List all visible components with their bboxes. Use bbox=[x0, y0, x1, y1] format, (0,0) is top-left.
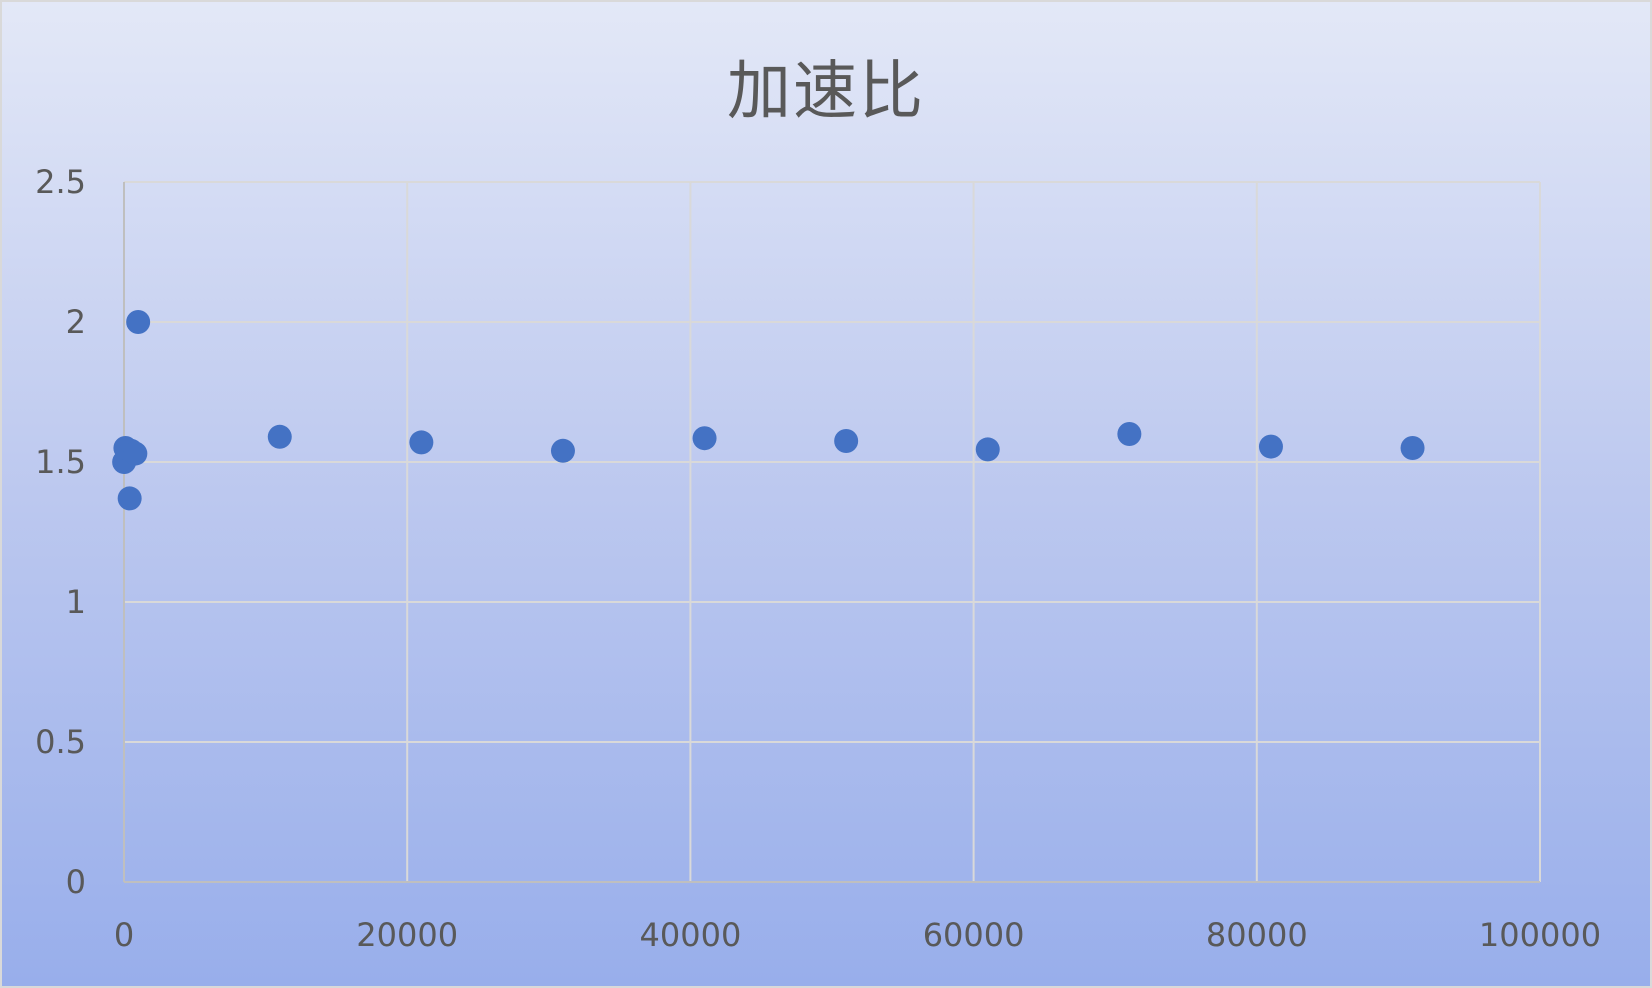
grid-lines bbox=[123, 181, 1541, 883]
x-tick-label: 40000 bbox=[640, 916, 742, 954]
data-point bbox=[409, 430, 434, 455]
data-point bbox=[123, 441, 148, 466]
data-point bbox=[1117, 422, 1142, 446]
data-point bbox=[117, 486, 142, 511]
x-tick-label: 60000 bbox=[923, 916, 1025, 954]
data-point bbox=[975, 437, 1000, 462]
x-tick-label: 0 bbox=[114, 916, 134, 954]
data-point bbox=[1258, 434, 1283, 459]
y-tick-label: 1 bbox=[66, 583, 86, 621]
axes bbox=[123, 182, 1540, 883]
x-tick-label: 20000 bbox=[356, 916, 458, 954]
data-point bbox=[267, 424, 292, 449]
data-point bbox=[692, 426, 717, 451]
x-tick-label: 80000 bbox=[1206, 916, 1308, 954]
data-point bbox=[1400, 436, 1425, 460]
y-tick-label: 2.5 bbox=[35, 163, 86, 201]
data-point bbox=[126, 310, 151, 334]
tick-labels: 0 0.5 1 1.5 2 2.5 0 20000 40000 60000 80000 100000 bbox=[35, 163, 1601, 954]
y-tick-label: 2 bbox=[66, 303, 86, 341]
data-point bbox=[834, 429, 859, 453]
chart-title: 加速比 bbox=[727, 55, 925, 129]
y-tick-label: 0.5 bbox=[35, 723, 86, 761]
data-points bbox=[112, 310, 1425, 511]
y-tick-label: 0 bbox=[66, 863, 86, 901]
x-tick-label: 100000 bbox=[1479, 916, 1601, 954]
data-point bbox=[550, 438, 575, 463]
y-tick-label: 1.5 bbox=[35, 443, 86, 481]
